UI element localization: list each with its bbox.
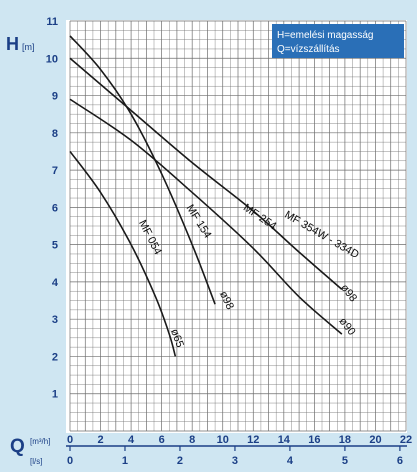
x-tick-label-m3h: 4: [128, 434, 135, 446]
x-axis-title: Q: [10, 436, 25, 457]
curves: [69, 35, 343, 357]
series-line-mf-254: [69, 98, 343, 335]
x-axis-unit-top: [m³/h]: [30, 437, 50, 446]
y-tick-label: 1: [52, 389, 58, 401]
y-tick-label: 8: [52, 128, 58, 140]
y-axis-unit: [m]: [22, 42, 35, 52]
grid: [69, 20, 407, 432]
x-tick-label-m3h: 0: [67, 434, 73, 446]
legend-line-2: Q=vízszállítás: [277, 44, 340, 55]
x-tick-label-ls: 0: [67, 455, 73, 467]
legend-line-1: H=emelési magasság: [277, 30, 373, 41]
y-tick-label: 2: [52, 351, 58, 363]
series-line-mf-054: [69, 150, 177, 357]
x-tick-label-m3h: 2: [97, 434, 103, 446]
y-tick-label: 10: [46, 53, 58, 65]
y-tick-label: 4: [52, 277, 59, 289]
y-tick-label: 6: [52, 202, 58, 214]
x-tick-label-m3h: 22: [400, 434, 412, 446]
x-tick-label-m3h: 8: [189, 434, 195, 446]
x-ticks-bottom: 0 1 2 3 4 5 6: [67, 446, 403, 467]
y-tick-label: 9: [52, 91, 58, 103]
x-tick-label-m3h: 18: [339, 434, 351, 446]
x-tick-label-ls: 4: [287, 455, 294, 467]
y-tick-label: 7: [52, 165, 58, 177]
y-tick-label: 3: [52, 314, 58, 326]
y-tick-label: 5: [52, 240, 58, 252]
x-tick-label-ls: 3: [232, 455, 238, 467]
legend-box: [272, 24, 404, 58]
x-ticks-top: 0 2 4 6 8 10 12 14 16 18 20 22: [67, 434, 412, 446]
plot-background: [66, 20, 407, 433]
x-tick-label-ls: 5: [342, 455, 348, 467]
x-tick-label-m3h: 12: [247, 434, 259, 446]
series-line-mf-354w-334d: [69, 57, 343, 290]
y-axis-title: H: [6, 34, 19, 54]
x-tick-label-m3h: 20: [369, 434, 381, 446]
x-tick-label-m3h: 6: [159, 434, 165, 446]
series-line-mf-154: [69, 35, 216, 305]
x-tick-label-ls: 2: [177, 455, 183, 467]
y-tick-label: 11: [46, 16, 58, 28]
x-tick-label-m3h: 16: [308, 434, 320, 446]
x-tick-label-m3h: 10: [217, 434, 229, 446]
x-axis-unit-bottom: [l/s]: [30, 457, 42, 466]
x-tick-label-ls: 6: [397, 455, 403, 467]
x-tick-label-ls: 1: [122, 455, 128, 467]
x-tick-label-m3h: 14: [278, 434, 291, 446]
